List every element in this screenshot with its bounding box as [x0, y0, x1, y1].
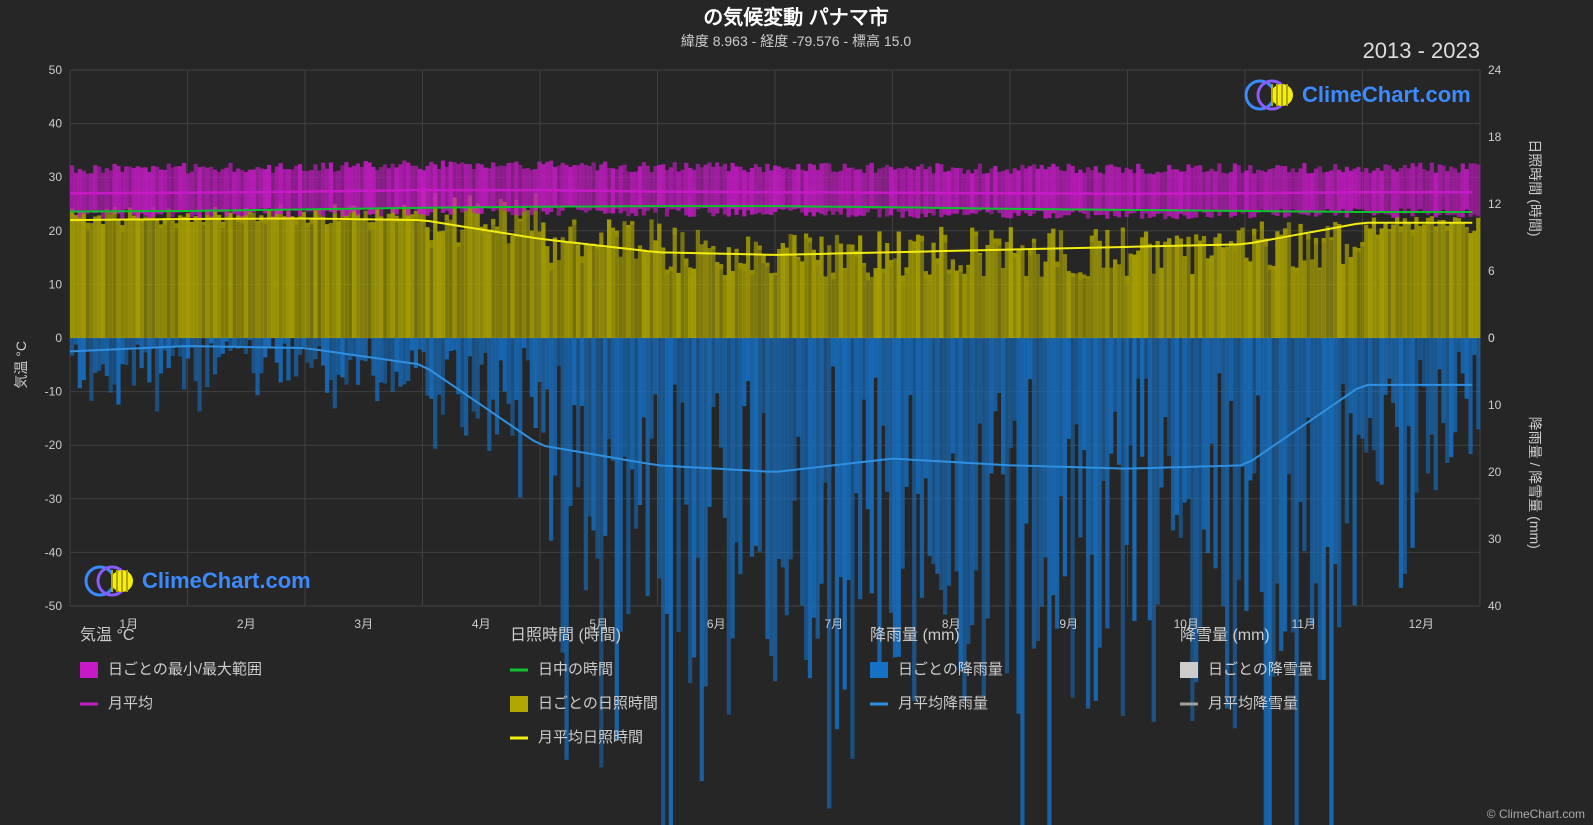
year-range: 2013 - 2023 — [1363, 38, 1480, 63]
right-axis-bot-label: 降雨量 / 降雪量 (mm) — [1527, 417, 1543, 549]
chart-subtitle: 緯度 8.963 - 経度 -79.576 - 標高 15.0 — [681, 33, 912, 49]
svg-text:ClimeChart.com: ClimeChart.com — [1302, 82, 1471, 107]
legend-item-label: 日中の時間 — [538, 661, 613, 678]
ytick-left: -50 — [45, 599, 63, 613]
ytick-left: -30 — [45, 492, 63, 506]
climate-chart: の気候変動 パナマ市緯度 8.963 - 経度 -79.576 - 標高 15.… — [0, 0, 1593, 825]
ytick-left: -10 — [45, 385, 63, 399]
legend-swatch-box — [870, 662, 888, 678]
ytick-right-bot: 10 — [1488, 398, 1502, 412]
month-label: 11月 — [1292, 617, 1316, 631]
month-label: 9月 — [1059, 617, 1078, 631]
ytick-right-top: 24 — [1488, 63, 1502, 77]
month-label: 12月 — [1409, 617, 1434, 631]
svg-text:ClimeChart.com: ClimeChart.com — [142, 568, 311, 593]
legend-item-label: 日ごとの降雪量 — [1208, 661, 1313, 678]
legend-item-label: 月平均降雪量 — [1208, 695, 1298, 712]
ytick-left: 10 — [49, 277, 63, 291]
climechart-logo: ClimeChart.com — [1246, 81, 1471, 109]
legend-group-title: 気温 °C — [80, 626, 134, 644]
ytick-left: -40 — [45, 545, 63, 559]
month-label: 4月 — [472, 617, 491, 631]
ytick-left: -20 — [45, 438, 63, 452]
legend-item-label: 日ごとの日照時間 — [538, 695, 658, 712]
chart-title: の気候変動 パナマ市 — [703, 5, 889, 29]
ytick-right-top: 12 — [1488, 197, 1502, 211]
legend-item-label: 日ごとの降雨量 — [898, 661, 1003, 678]
credit-text: © ClimeChart.com — [1487, 807, 1585, 821]
legend-item-label: 日ごとの最小/最大範囲 — [108, 660, 262, 678]
ytick-right-bot: 0 — [1488, 331, 1495, 345]
ytick-right-bot: 40 — [1488, 599, 1502, 613]
legend-swatch-box — [80, 662, 98, 678]
month-label: 2月 — [237, 617, 256, 631]
legend-swatch-box — [1180, 662, 1198, 678]
ytick-left: 30 — [49, 170, 63, 184]
legend-group-title: 降雪量 (mm) — [1180, 626, 1270, 644]
month-label: 3月 — [354, 617, 373, 631]
legend-group-title: 降雨量 (mm) — [870, 626, 960, 644]
ytick-right-bot: 20 — [1488, 465, 1502, 479]
legend-swatch-box — [510, 696, 528, 712]
legend-item-label: 月平均降雨量 — [898, 695, 988, 712]
left-axis-label: 気温 °C — [13, 341, 29, 389]
ytick-left: 50 — [49, 63, 63, 77]
ytick-left: 40 — [49, 117, 63, 131]
ytick-right-top: 6 — [1488, 264, 1495, 278]
month-label: 7月 — [824, 617, 843, 631]
ytick-right-bot: 30 — [1488, 532, 1502, 546]
ytick-left: 0 — [55, 331, 62, 345]
climate-svg: の気候変動 パナマ市緯度 8.963 - 経度 -79.576 - 標高 15.… — [0, 0, 1593, 825]
right-axis-top-label: 日照時間 (時間) — [1527, 139, 1543, 236]
legend-group-title: 日照時間 (時間) — [510, 626, 621, 644]
legend-item-label: 月平均 — [108, 695, 153, 712]
month-label: 6月 — [707, 617, 726, 631]
ytick-left: 20 — [49, 224, 63, 238]
climechart-logo: ClimeChart.com — [86, 567, 311, 595]
legend-item-label: 月平均日照時間 — [538, 729, 643, 746]
ytick-right-top: 18 — [1488, 130, 1502, 144]
